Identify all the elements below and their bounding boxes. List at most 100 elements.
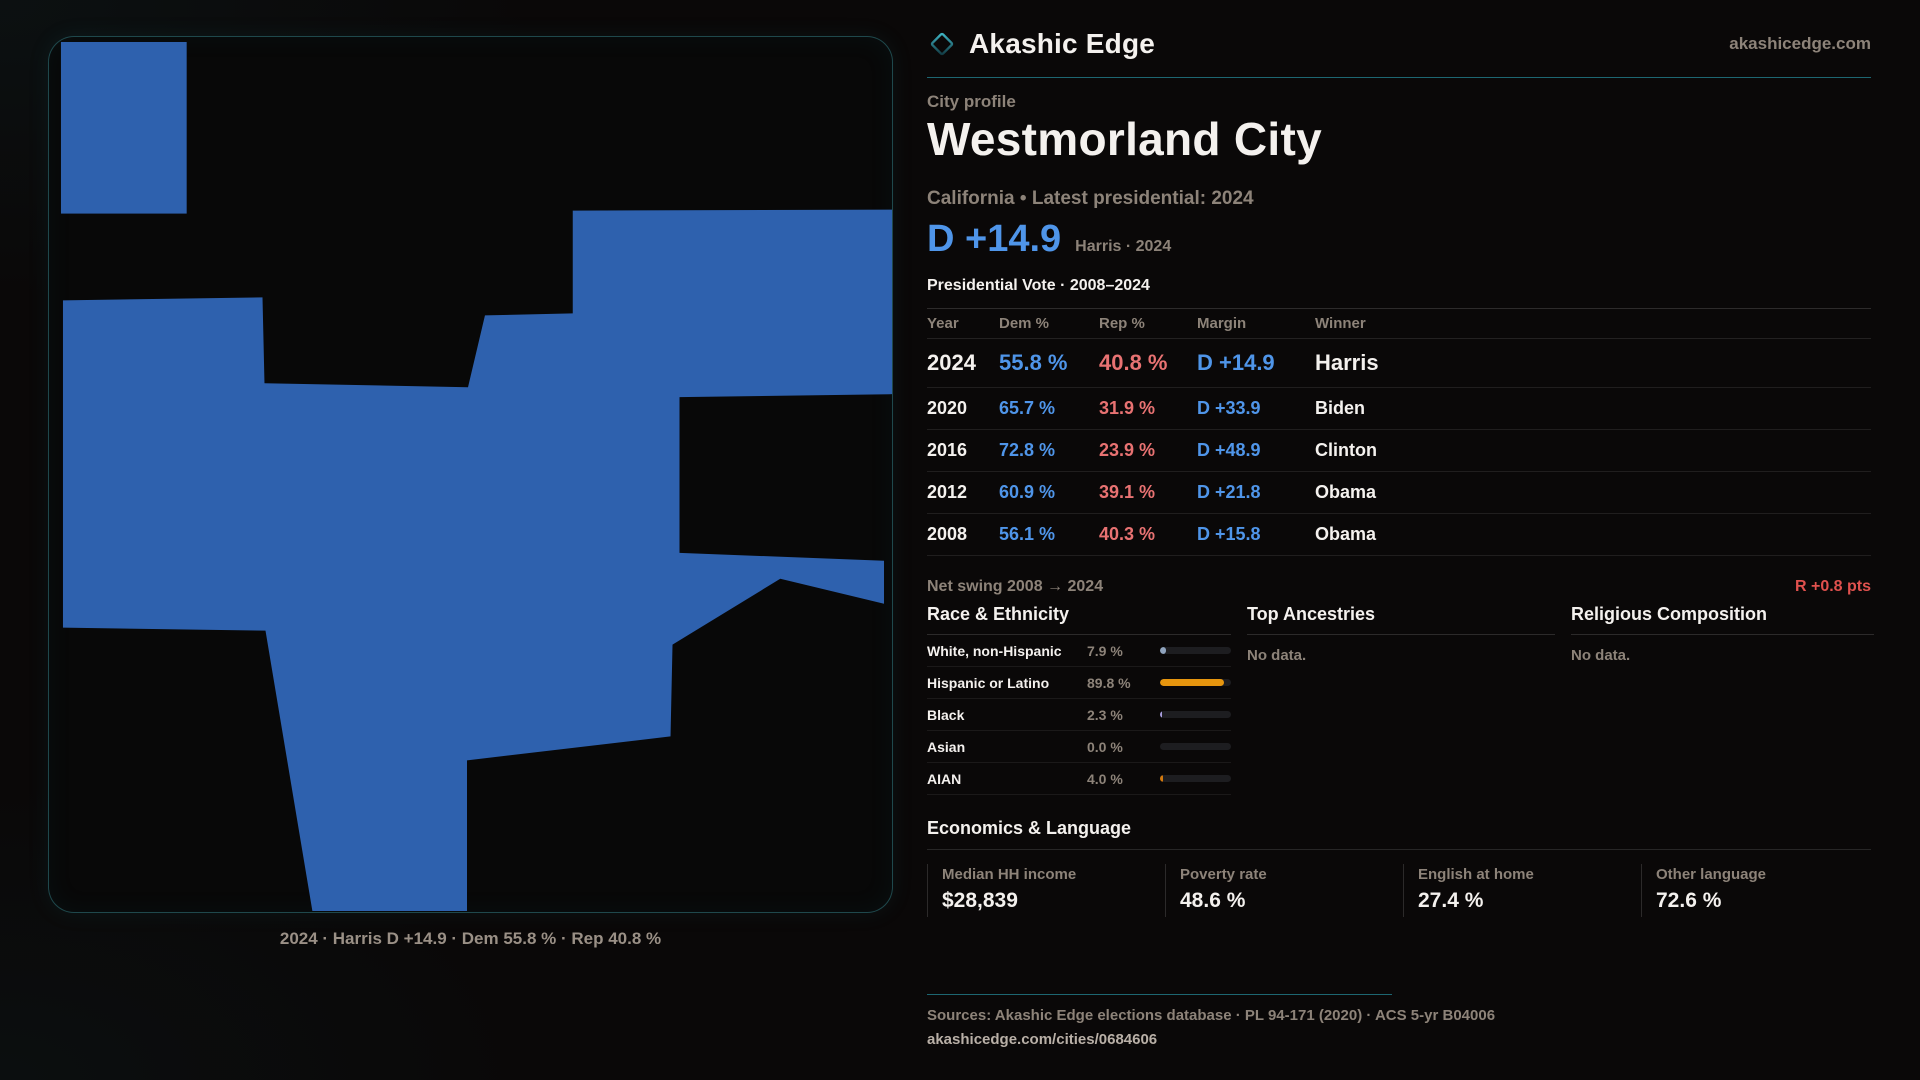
race-label: White, non-Hispanic	[927, 642, 1062, 659]
headline-context: Harris · 2024	[1075, 238, 1172, 255]
map-shape-detached-tract	[60, 41, 187, 214]
religion-heading: Religious Composition	[1571, 604, 1874, 635]
race-row: Asian 0.0 %	[927, 731, 1231, 763]
cell-winner: Harris	[1315, 350, 1379, 375]
brand: Akashic Edge	[927, 28, 1155, 60]
cell-winner: Obama	[1315, 482, 1377, 502]
table-row: 2012 60.9 % 39.1 % D +21.8 Obama	[927, 472, 1871, 514]
cell-year: 2016	[927, 440, 968, 460]
stat-label: Other language	[1656, 866, 1767, 883]
map-caption: 2024 · Harris D +14.9 · Dem 55.8 % · Rep…	[279, 929, 662, 948]
cell-dem: 60.9 %	[999, 482, 1056, 502]
permalink[interactable]: akashicedge.com/cities/0684606	[927, 1031, 1158, 1048]
race-row: Hispanic or Latino 89.8 %	[927, 667, 1231, 699]
profile-panel: Akashic Edge akashicedge.com City profil…	[927, 28, 1874, 1068]
header-divider	[927, 77, 1871, 78]
map-shape-city-boundary	[62, 209, 892, 912]
kicker: City profile	[927, 92, 1016, 111]
table-row: 2024 55.8 % 40.8 % D +14.9 Harris	[927, 339, 1871, 388]
table-row: 2020 65.7 % 31.9 % D +33.9 Biden	[927, 388, 1871, 430]
stat-label: English at home	[1418, 866, 1534, 883]
race-label: Hispanic or Latino	[927, 674, 1050, 691]
col-year: Year	[927, 315, 959, 332]
map-svg	[60, 41, 892, 912]
cell-rep: 40.8 %	[1099, 350, 1168, 375]
diamond-icon	[930, 32, 954, 56]
cell-year: 2024	[927, 350, 976, 375]
race-value: 2.3 %	[1087, 706, 1123, 723]
cell-dem: 56.1 %	[999, 524, 1056, 544]
cell-margin: D +14.9	[1197, 350, 1275, 375]
stat-poverty-rate: Poverty rate 48.6 %	[1165, 864, 1403, 917]
headline: D +14.9 Harris · 2024	[927, 218, 1871, 261]
page-title: Westmorland City	[927, 113, 1323, 165]
cell-margin: D +33.9	[1197, 398, 1261, 418]
footer-divider	[927, 994, 1392, 995]
race-bar	[1160, 711, 1162, 718]
race-value: 89.8 %	[1087, 674, 1131, 691]
cell-dem: 65.7 %	[999, 398, 1056, 418]
cell-winner: Obama	[1315, 524, 1377, 544]
race-bar-track	[1160, 775, 1231, 782]
cell-margin: D +21.8	[1197, 482, 1261, 502]
net-swing-value: R +0.8 pts	[1794, 578, 1871, 595]
city-boundary-map	[48, 36, 893, 913]
race-ethnicity-section: Race & Ethnicity White, non-Hispanic 7.9…	[927, 604, 1231, 795]
economics-heading: Economics & Language	[927, 818, 1871, 850]
race-bar	[1160, 775, 1163, 782]
col-margin: Margin	[1197, 315, 1247, 332]
stat-median-income: Median HH income $28,839	[927, 864, 1165, 917]
net-swing: Net swing 2008 → 2024 R +0.8 pts	[927, 568, 1871, 596]
race-bar	[1160, 647, 1166, 654]
ancestries-section: Top Ancestries No data.	[1247, 604, 1555, 795]
stat-value: $28,839	[942, 889, 1018, 912]
race-label: Black	[927, 706, 965, 723]
ancestries-empty: No data.	[1247, 647, 1307, 664]
race-bar	[1160, 679, 1224, 686]
religion-empty: No data.	[1571, 647, 1631, 664]
cell-year: 2012	[927, 482, 968, 502]
stat-value: 48.6 %	[1180, 889, 1246, 912]
race-value: 7.9 %	[1087, 642, 1123, 659]
brand-name: Akashic Edge	[969, 28, 1156, 59]
race-ethnicity-heading: Race & Ethnicity	[927, 604, 1231, 635]
cell-rep: 40.3 %	[1099, 524, 1156, 544]
col-dem: Dem %	[999, 315, 1050, 332]
demographics-columns: Race & Ethnicity White, non-Hispanic 7.9…	[927, 604, 1874, 795]
religion-section: Religious Composition No data.	[1571, 604, 1874, 795]
sources-text: Sources: Akashic Edge elections database…	[927, 1007, 1496, 1024]
cell-margin: D +48.9	[1197, 440, 1261, 460]
elections-table: Year Dem % Rep % Margin Winner 2024 55.8…	[927, 308, 1871, 556]
stat-label: Median HH income	[942, 866, 1077, 883]
cell-year: 2020	[927, 398, 968, 418]
cell-winner: Clinton	[1315, 440, 1377, 460]
race-label: Asian	[927, 738, 966, 755]
ancestries-heading: Top Ancestries	[1247, 604, 1555, 635]
headline-margin: D +14.9	[927, 218, 1062, 260]
cell-rep: 39.1 %	[1099, 482, 1156, 502]
cell-winner: Biden	[1315, 398, 1366, 418]
economics-section: Economics & Language Median HH income $2…	[927, 818, 1871, 917]
net-swing-label: Net swing 2008 → 2024	[927, 578, 1104, 595]
race-bar-track	[1160, 679, 1231, 686]
col-winner: Winner	[1315, 315, 1366, 332]
cell-dem: 55.8 %	[999, 350, 1068, 375]
cell-margin: D +15.8	[1197, 524, 1261, 544]
race-row: AIAN 4.0 %	[927, 763, 1231, 795]
brand-domain-link[interactable]: akashicedge.com	[1729, 34, 1871, 53]
elections-heading: Presidential Vote · 2008–2024	[927, 277, 1150, 294]
economics-stats: Median HH income $28,839 Poverty rate 48…	[927, 864, 1871, 917]
race-value: 4.0 %	[1087, 770, 1123, 787]
stat-other-language: Other language 72.6 %	[1641, 864, 1879, 917]
col-rep: Rep %	[1099, 315, 1145, 332]
table-header-row: Year Dem % Rep % Margin Winner	[927, 308, 1871, 339]
cell-rep: 31.9 %	[1099, 398, 1156, 418]
stat-value: 27.4 %	[1418, 889, 1484, 912]
cell-dem: 72.8 %	[999, 440, 1056, 460]
race-label: AIAN	[927, 770, 962, 787]
cell-year: 2008	[927, 524, 968, 544]
header: Akashic Edge akashicedge.com	[927, 28, 1871, 60]
race-bar-track	[1160, 647, 1231, 654]
table-row: 2016 72.8 % 23.9 % D +48.9 Clinton	[927, 430, 1871, 472]
